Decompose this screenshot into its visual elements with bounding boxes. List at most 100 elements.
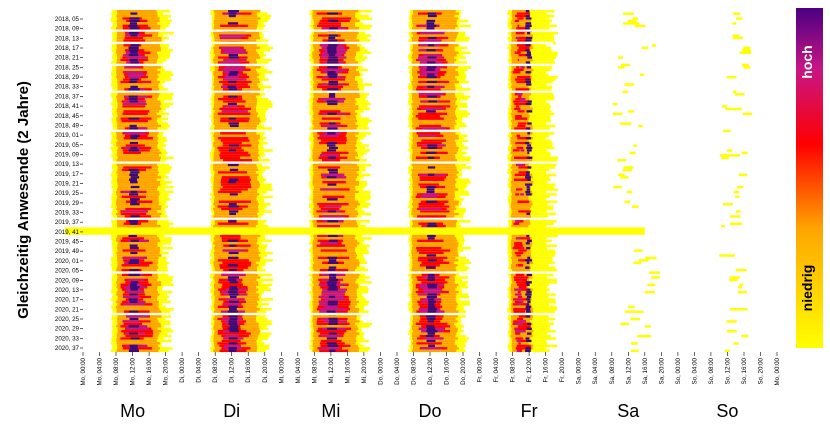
- heat-cell: [125, 207, 152, 211]
- heat-cell: [327, 19, 339, 23]
- heat-cell: [117, 93, 160, 96]
- heat-cell: [412, 10, 456, 13]
- heat-cell: [220, 119, 249, 123]
- x-tick-label: So, 08:00: [708, 357, 715, 384]
- heat-cell: [412, 51, 459, 55]
- heat-cell: [726, 320, 737, 323]
- heat-cell: [130, 44, 140, 47]
- heat-cell: [129, 124, 137, 128]
- heat-cell: [426, 200, 438, 204]
- heat-cell: [418, 117, 444, 120]
- week-gap: [83, 161, 553, 164]
- heat-cell: [733, 90, 737, 94]
- heat-cell: [526, 127, 531, 130]
- heat-cell: [117, 205, 162, 208]
- heat-cell: [129, 347, 139, 350]
- heat-cell: [227, 310, 238, 313]
- heat-cell: [327, 132, 336, 135]
- heat-cell: [517, 75, 531, 79]
- heat-cell: [737, 290, 747, 294]
- heat-cell: [328, 75, 337, 79]
- heat-cell: [127, 278, 145, 282]
- heat-cell: [227, 327, 239, 331]
- day-label: Mi: [321, 401, 340, 421]
- heat-cell: [329, 273, 337, 277]
- heat-cell: [526, 327, 532, 331]
- heat-cell: [517, 317, 524, 321]
- y-tick-label: 2018, 29: [55, 74, 80, 81]
- heat-cell: [327, 183, 337, 186]
- heat-cell: [729, 278, 738, 282]
- heat-cell: [130, 85, 138, 89]
- heat-cell: [507, 24, 557, 28]
- heat-cell: [719, 154, 741, 157]
- heat-cell: [641, 46, 649, 50]
- heat-cell: [222, 141, 242, 145]
- y-tick-label: 2018, 25: [55, 64, 80, 71]
- heat-cell: [733, 190, 740, 194]
- heat-cell: [312, 178, 356, 182]
- heat-cell: [217, 222, 249, 226]
- heat-cell: [130, 251, 138, 255]
- x-tick-label: Fr, 20:00: [559, 357, 566, 382]
- heat-cell: [116, 107, 162, 111]
- heat-cell: [514, 173, 529, 177]
- heat-cell: [426, 295, 437, 299]
- heat-cell: [130, 190, 138, 194]
- heat-cell: [520, 149, 525, 152]
- heat-cell: [509, 139, 552, 142]
- heat-cell: [122, 320, 141, 323]
- y-tick-label: 2018, 17: [55, 45, 80, 52]
- heat-cell: [517, 295, 523, 299]
- heat-cell: [321, 293, 344, 296]
- heat-cell: [220, 46, 241, 50]
- heat-cell: [214, 17, 261, 20]
- heat-cell: [328, 36, 336, 40]
- heat-cell: [312, 163, 358, 167]
- heat-cell: [511, 305, 532, 309]
- heat-cell: [227, 163, 239, 167]
- heat-cell: [219, 36, 242, 40]
- x-tick-label: So, 12:00: [724, 357, 731, 384]
- heat-cell: [327, 66, 338, 69]
- heat-cell: [526, 188, 531, 191]
- heat-cell: [423, 290, 442, 294]
- heat-cell: [228, 117, 236, 120]
- legend-low-label: niedrig: [799, 265, 815, 312]
- heat-cell: [130, 288, 138, 291]
- x-tick-label: Do, 20:00: [460, 357, 467, 384]
- heat-cell: [512, 254, 532, 257]
- heat-cell: [411, 154, 455, 157]
- heat-cell: [217, 146, 242, 150]
- heat-cell: [517, 58, 520, 62]
- heat-cell: [222, 283, 243, 287]
- heat-cell: [228, 300, 239, 304]
- heat-cell: [129, 80, 137, 84]
- heat-cell: [427, 66, 437, 69]
- heat-cell: [125, 56, 146, 59]
- heat-cell: [515, 322, 523, 326]
- y-tick-label: 2019, 25: [55, 190, 80, 197]
- heat-cell: [507, 185, 554, 189]
- y-tick-label: 2018, 33: [55, 84, 80, 91]
- legend-high-label: hoch: [799, 45, 815, 78]
- heat-cell: [516, 134, 521, 138]
- heat-cell: [116, 154, 160, 157]
- legend-color-bar: [796, 8, 823, 348]
- heat-cell: [518, 210, 531, 213]
- heat-cell: [411, 268, 457, 272]
- y-axis-label: Gleichzeitig Anwesende (2 Jahre): [15, 81, 32, 319]
- week-gap: [83, 312, 553, 316]
- heat-cell: [318, 22, 341, 25]
- heat-cell: [116, 188, 158, 191]
- heat-cell: [418, 205, 450, 208]
- heat-cell: [327, 61, 339, 64]
- heat-cell: [411, 163, 456, 167]
- heat-cell: [329, 349, 336, 353]
- heat-cell: [618, 56, 624, 59]
- heat-cell: [516, 36, 529, 40]
- heat-cell: [418, 256, 448, 260]
- heat-cell: [525, 39, 532, 42]
- heat-cell: [426, 80, 438, 84]
- x-tick-label: Mo, 08:00: [113, 357, 120, 385]
